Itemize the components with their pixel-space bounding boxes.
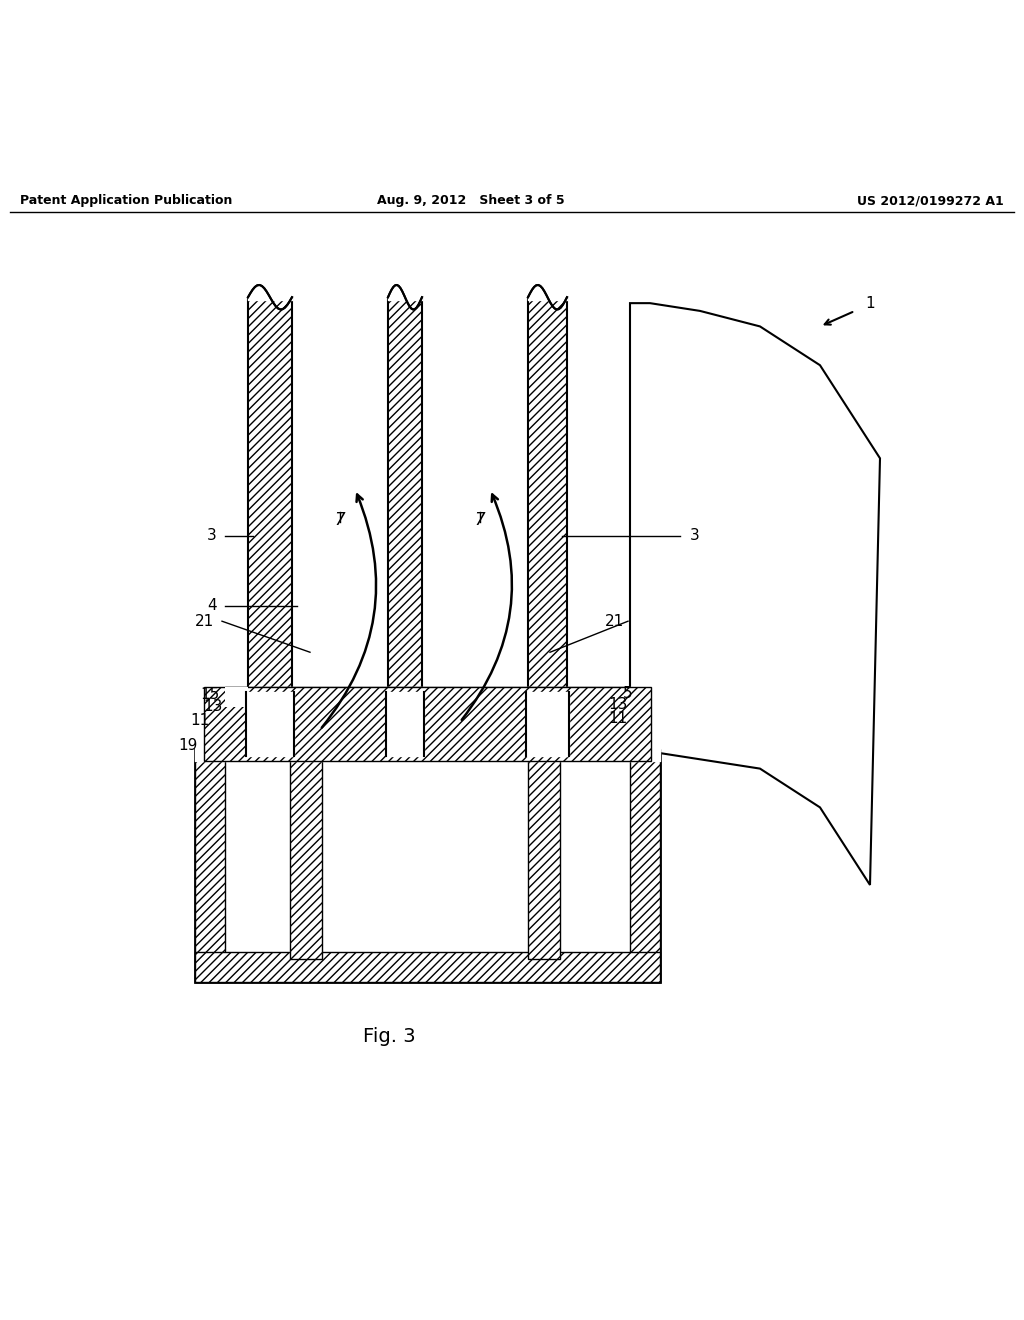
FancyArrowPatch shape [322, 495, 376, 727]
Text: 3: 3 [207, 528, 217, 544]
Bar [195, 952, 660, 982]
Text: 7: 7 [335, 511, 345, 529]
Bar [204, 688, 651, 760]
Bar [225, 688, 630, 754]
Text: 1: 1 [865, 296, 874, 310]
Bar [528, 750, 560, 958]
Bar [195, 750, 660, 982]
Bar [225, 688, 248, 706]
Text: 11: 11 [190, 713, 210, 729]
Text: Aug. 9, 2012   Sheet 3 of 5: Aug. 9, 2012 Sheet 3 of 5 [377, 194, 565, 207]
Text: 13: 13 [608, 697, 628, 713]
Text: 21: 21 [196, 614, 215, 628]
Bar [528, 300, 567, 698]
Text: 5: 5 [624, 686, 633, 701]
Bar [388, 300, 422, 698]
FancyArrowPatch shape [462, 495, 512, 719]
Text: 21: 21 [605, 614, 625, 628]
Bar [195, 750, 225, 982]
Text: 3: 3 [690, 528, 699, 544]
Bar [630, 750, 660, 982]
Text: Fig. 3: Fig. 3 [362, 1027, 416, 1045]
Text: Patent Application Publication: Patent Application Publication [20, 194, 232, 207]
Bar [248, 300, 292, 698]
Polygon shape [630, 304, 880, 884]
Text: 11: 11 [608, 711, 628, 726]
Text: US 2012/0199272 A1: US 2012/0199272 A1 [857, 194, 1004, 207]
Text: 15: 15 [201, 688, 219, 702]
Text: 4: 4 [207, 598, 217, 614]
Text: 7: 7 [475, 511, 485, 529]
Text: 19: 19 [178, 738, 198, 752]
Bar [290, 750, 322, 958]
Text: 13: 13 [204, 700, 222, 714]
